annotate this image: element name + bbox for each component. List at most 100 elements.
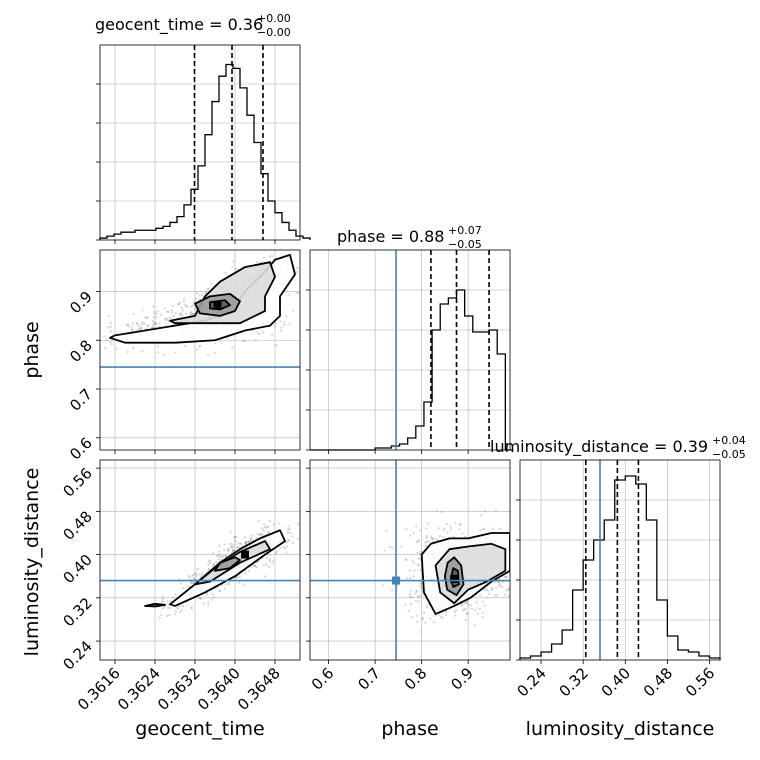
sample-point — [169, 600, 172, 603]
sample-point — [229, 531, 232, 534]
sample-point — [289, 531, 292, 535]
sample-point — [189, 312, 192, 315]
sample-point — [274, 322, 278, 325]
sample-point — [184, 304, 187, 307]
sample-point — [132, 312, 135, 316]
sample-point — [233, 539, 236, 542]
sample-point — [178, 301, 182, 304]
x-tick-label: 0.6 — [308, 664, 338, 694]
sample-point — [265, 526, 268, 529]
sample-point — [437, 527, 441, 530]
panel-phase-hist — [306, 249, 514, 454]
sample-point — [210, 598, 213, 601]
sample-point — [196, 568, 199, 571]
sample-point — [478, 594, 482, 597]
axes-frame — [99, 249, 301, 451]
sample-point — [150, 326, 153, 329]
sample-point — [262, 564, 265, 567]
sample-point — [216, 586, 219, 589]
title-label: phase = 0.88 — [337, 227, 444, 246]
sample-point — [211, 593, 214, 596]
sample-point — [497, 581, 501, 584]
xlabel-phase: phase — [381, 718, 438, 740]
axes-frame — [99, 459, 301, 661]
sample-point — [235, 576, 239, 579]
sample-point — [473, 608, 477, 611]
sample-point — [249, 566, 253, 569]
sample-point — [292, 309, 295, 312]
sample-point — [193, 577, 196, 580]
sample-point — [232, 260, 235, 263]
sample-point — [523, 567, 525, 569]
sample-point — [424, 621, 427, 624]
sample-point — [385, 529, 388, 532]
title-minus: −0.00 — [257, 26, 291, 39]
x-tick-label: 0.24 — [514, 664, 550, 700]
sample-point — [163, 307, 167, 310]
sample-point — [154, 323, 158, 326]
sample-point — [481, 527, 485, 530]
sample-point — [199, 597, 202, 600]
title-plus: +0.07 — [448, 224, 482, 237]
sample-point — [491, 586, 494, 590]
sample-point — [268, 558, 271, 561]
sample-point — [483, 604, 486, 607]
sample-point — [463, 608, 466, 611]
sample-point — [261, 526, 264, 530]
sample-point — [205, 593, 209, 596]
sample-point — [285, 541, 288, 544]
sample-point — [445, 613, 448, 616]
sample-point — [418, 558, 422, 561]
sample-point — [230, 545, 233, 548]
sample-point — [302, 279, 304, 281]
sample-point — [409, 602, 413, 606]
title-plus: +0.04 — [712, 434, 746, 447]
sample-point — [388, 545, 391, 548]
sample-point — [161, 600, 164, 603]
sample-point — [234, 267, 237, 270]
sample-point — [297, 537, 300, 540]
sample-point — [261, 533, 264, 536]
sample-point — [494, 509, 497, 512]
sample-point — [287, 525, 290, 528]
sample-point — [410, 589, 413, 592]
sample-point — [420, 582, 423, 585]
sample-point — [424, 541, 427, 544]
sample-point — [174, 351, 177, 354]
sample-point — [195, 574, 198, 577]
y-tick-label: 0.32 — [59, 594, 95, 630]
sample-point — [180, 306, 183, 309]
sample-point — [248, 540, 251, 544]
sample-point — [412, 561, 415, 564]
sample-point — [405, 527, 408, 530]
x-tick-label: 0.9 — [447, 664, 477, 694]
sample-point — [109, 340, 112, 344]
title-luminosity-distance: luminosity_distance = 0.39 +0.04 −0.05 — [490, 434, 746, 461]
sample-point — [218, 550, 221, 553]
sample-point — [285, 315, 288, 318]
sample-point — [518, 563, 520, 565]
y-tick-label: 0.24 — [59, 637, 95, 673]
sample-point — [224, 583, 228, 586]
sample-point — [464, 618, 467, 621]
sample-point — [109, 321, 112, 325]
sample-point — [153, 311, 156, 314]
sample-point — [156, 310, 159, 313]
sample-point — [430, 537, 434, 540]
sample-point — [486, 596, 489, 599]
sample-point — [419, 529, 422, 532]
sample-point — [211, 564, 215, 568]
sample-point — [192, 312, 195, 315]
sample-point — [218, 555, 221, 558]
sample-point — [243, 536, 247, 539]
sample-point — [458, 528, 461, 531]
sample-point — [513, 574, 515, 576]
sample-point — [231, 546, 235, 549]
sample-point — [224, 554, 227, 557]
sample-point — [238, 576, 241, 579]
sample-point — [440, 510, 443, 514]
sample-point — [272, 523, 275, 526]
sample-point — [107, 314, 110, 318]
sample-point — [243, 584, 246, 587]
